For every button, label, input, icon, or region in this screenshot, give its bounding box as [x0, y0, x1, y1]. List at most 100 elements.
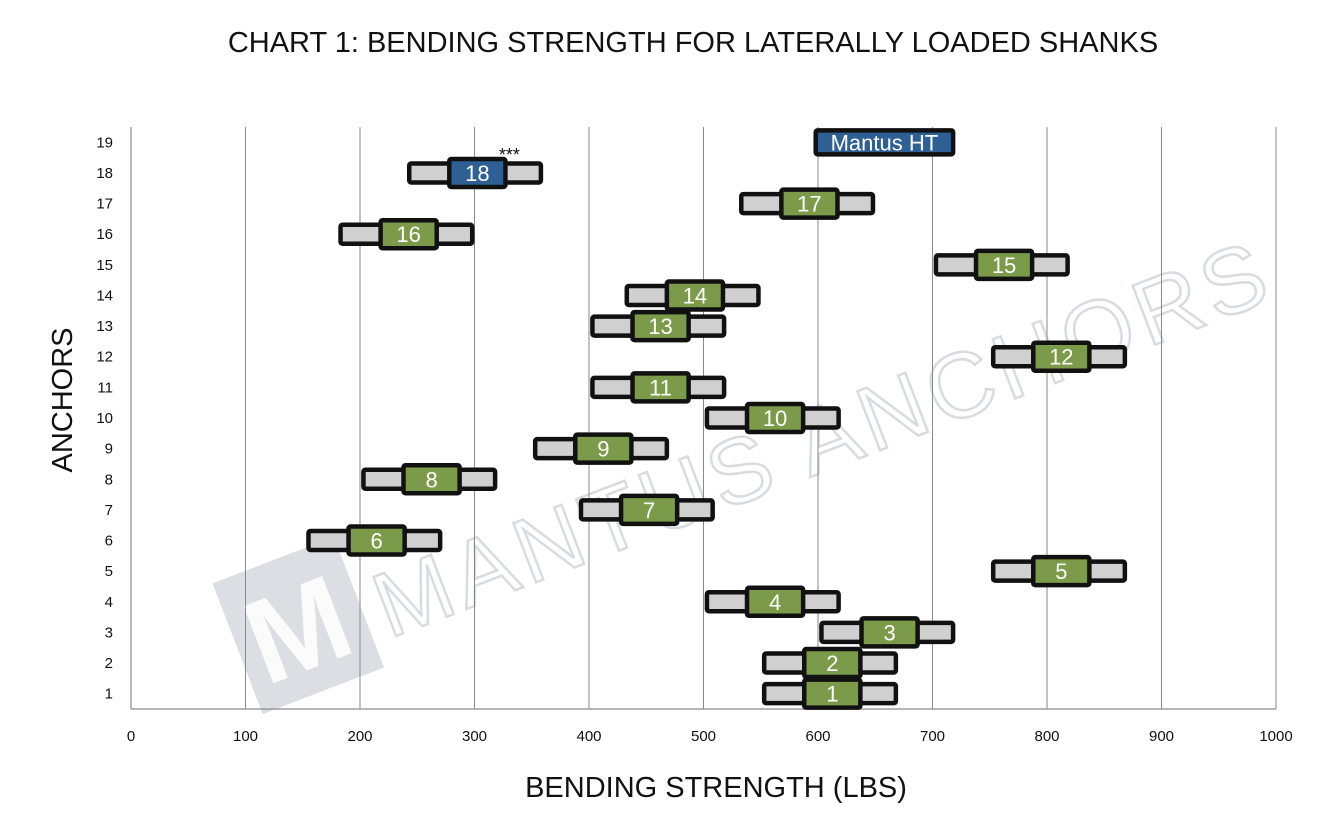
y-tick-label: 19 — [96, 134, 113, 151]
anchor-center-bar — [744, 401, 806, 435]
x-tick-label: 200 — [347, 728, 372, 745]
anchor-bar-6: 6 — [306, 524, 443, 557]
anchor-label: 1 — [826, 682, 838, 707]
anchor-label: 8 — [425, 467, 437, 492]
anchor-center-bar — [630, 309, 691, 343]
anchor-label: 12 — [1049, 345, 1073, 370]
anchor-center-bar — [378, 217, 439, 251]
anchor-bar-9: 9 — [532, 432, 670, 465]
mantus-ht-label: Mantus HT — [831, 130, 939, 155]
anchor-center-bar — [973, 248, 1035, 282]
anchor-center-bar — [1031, 554, 1092, 588]
anchor-label: 15 — [992, 253, 1016, 278]
anchor-center-bar — [744, 585, 806, 619]
anchor-bar-7: 7 — [578, 493, 715, 527]
y-tick-label: 7 — [105, 502, 113, 519]
y-tick-label: 13 — [96, 318, 113, 335]
y-tick-label: 3 — [105, 624, 113, 641]
x-tick-labels: 0 100 200 300 400 500 600 700 800 900 1000 — [127, 728, 1293, 745]
anchor-center-bar — [1031, 340, 1092, 373]
y-tick-label: 1 — [105, 686, 113, 703]
anchor-center-bar — [630, 371, 691, 404]
anchor-label: 5 — [1055, 559, 1067, 584]
y-tick-label: 17 — [96, 196, 113, 213]
anchor-center-bar — [573, 432, 634, 465]
anchor-bar-16: 16 — [338, 217, 475, 251]
anchor-label: 13 — [648, 314, 672, 339]
y-tick-label: 12 — [96, 349, 113, 366]
watermark-logo-box — [212, 536, 385, 715]
x-tick-label: 100 — [233, 728, 258, 745]
x-tick-label: 0 — [127, 728, 135, 745]
anchor-center-bar — [447, 156, 508, 190]
x-tick-label: 300 — [462, 728, 487, 745]
x-tick-label: 400 — [576, 728, 601, 745]
anchor-label: 10 — [763, 406, 787, 431]
x-tick-label: 900 — [1149, 728, 1174, 745]
y-tick-label: 8 — [105, 471, 113, 488]
anchor-bar-12: 12 — [990, 340, 1128, 373]
anchor-label: 7 — [643, 498, 655, 523]
anchor-bar-3: 3 — [819, 616, 956, 649]
annotation-mark: *** — [499, 145, 520, 165]
anchor-bar-14: 14 — [624, 279, 761, 312]
x-tick-label: 800 — [1034, 728, 1059, 745]
anchor-center-bar — [779, 187, 840, 220]
grid-lines — [130, 127, 1277, 709]
x-tick-label: 1000 — [1259, 728, 1292, 745]
anchor-bar-18: 18 — [406, 156, 544, 190]
anchor-label: 4 — [769, 590, 781, 615]
y-tick-label: 10 — [96, 410, 113, 427]
anchor-bar-10: 10 — [704, 401, 841, 435]
anchor-center-bar — [802, 646, 863, 680]
y-tick-label: 18 — [96, 165, 113, 182]
anchor-label: 17 — [797, 192, 821, 217]
y-tick-label: 2 — [105, 655, 113, 672]
anchor-bar-1: 1 — [761, 677, 899, 710]
y-tick-label: 14 — [96, 287, 113, 304]
anchor-label: 9 — [597, 437, 609, 462]
axes — [130, 127, 1276, 710]
y-tick-label: 11 — [97, 379, 113, 396]
anchor-bar-15: 15 — [933, 248, 1070, 282]
anchor-bar-11: 11 — [590, 371, 727, 404]
anchor-label: 6 — [370, 529, 382, 554]
anchor-label: 14 — [683, 283, 707, 308]
anchor-bar-13: 13 — [590, 309, 727, 343]
y-tick-label: 16 — [96, 226, 113, 243]
mantus-ht-bar — [813, 128, 956, 157]
y-tick-label: 15 — [96, 257, 113, 274]
chart-title: CHART 1: BENDING STRENGTH FOR LATERALLY … — [228, 27, 1158, 59]
anchor-label: 3 — [883, 620, 895, 645]
anchor-bar-2: 2 — [761, 646, 899, 680]
anchor-center-bar — [618, 493, 680, 527]
y-tick-label: 9 — [105, 441, 113, 458]
anchor-center-bar — [859, 616, 920, 649]
anchor-bar-5: 5 — [990, 554, 1128, 588]
anchor-center-bar — [401, 463, 462, 496]
x-tick-label: 700 — [920, 728, 945, 745]
anchor-label: 11 — [649, 375, 672, 400]
anchor-center-bar — [802, 677, 863, 710]
anchor-bar-4: 4 — [704, 585, 841, 619]
mantus-ht-marker: Mantus HT — [813, 128, 956, 157]
x-tick-label: 600 — [805, 728, 830, 745]
x-tick-label: 500 — [691, 728, 716, 745]
anchor-center-bar — [664, 279, 726, 312]
anchor-bar-17: 17 — [739, 187, 876, 220]
y-tick-label: 4 — [105, 594, 113, 611]
anchor-label: 16 — [396, 222, 420, 247]
anchor-bar-8: 8 — [361, 463, 498, 496]
anchor-center-bar — [346, 524, 407, 557]
anchor-label: 18 — [465, 161, 489, 186]
anchor-label: 2 — [826, 651, 838, 676]
y-tick-label: 5 — [105, 563, 113, 580]
x-axis-title: BENDING STRENGTH (LBS) — [525, 772, 907, 804]
y-tick-label: 6 — [105, 533, 113, 550]
y-axis-title: ANCHORS — [47, 327, 79, 472]
